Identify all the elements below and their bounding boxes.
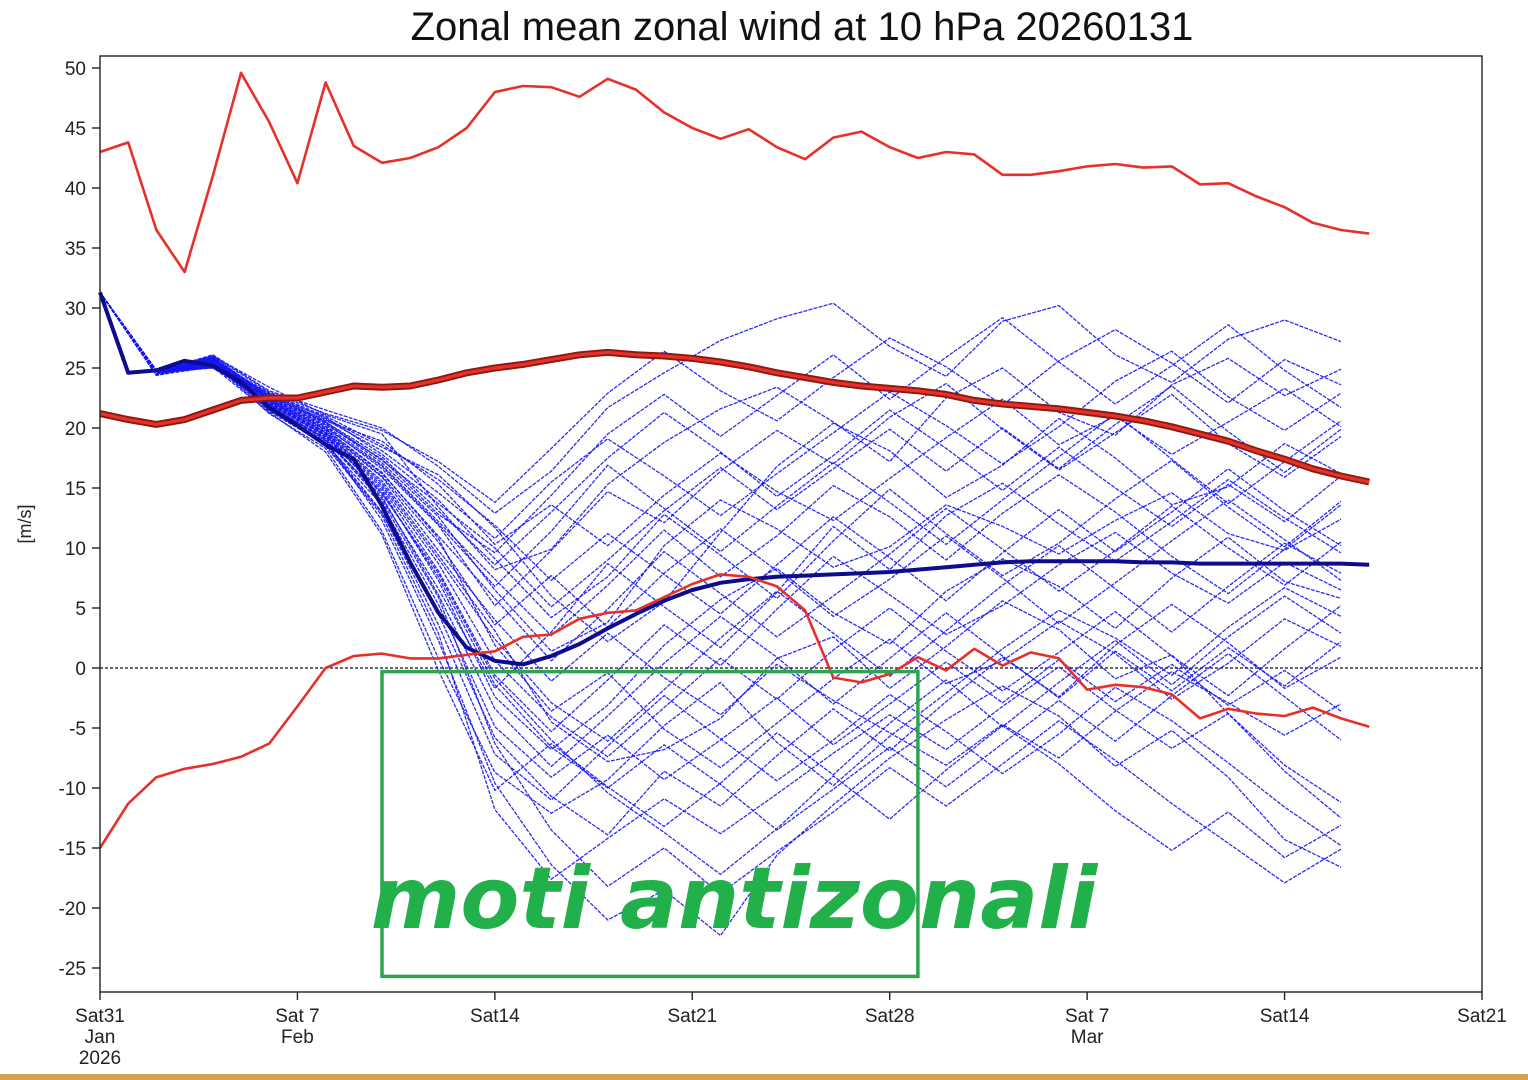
- ensemble-member-line-33: [99, 292, 1342, 895]
- ensemble-member-line-30: [99, 292, 1342, 615]
- y-tick-label: 0: [75, 659, 86, 680]
- y-tick-label: 45: [65, 119, 86, 140]
- ensemble-mean-line: [98, 291, 1370, 667]
- ensemble-member-line-4: [99, 292, 1342, 652]
- x-tick-label: Sat14: [470, 1006, 520, 1027]
- ensemble-member-line-35: [99, 292, 1342, 608]
- ensemble-member-line-18: [99, 292, 1342, 637]
- ensemble-member-line-11: [99, 292, 1342, 619]
- climatology-max-line: [99, 71, 1370, 274]
- ensemble-member-line-23: [99, 292, 1342, 828]
- ensemble-member-line-2: [99, 292, 1342, 571]
- x-tick-label: Jan: [85, 1027, 116, 1048]
- y-tick-label: -15: [59, 839, 86, 860]
- y-tick-label: 20: [65, 419, 86, 440]
- y-tick-label: 10: [65, 539, 86, 560]
- annotation-box: [380, 669, 920, 979]
- ensemble-member-line-22: [99, 292, 1342, 504]
- y-tick-label: 40: [65, 179, 86, 200]
- ensemble-member-line-34: [99, 292, 1342, 662]
- y-tick-label: -10: [59, 779, 86, 800]
- y-axis-label: [m/s]: [15, 505, 35, 544]
- ensemble-member-line-32: [99, 292, 1342, 554]
- x-tick-label: 2026: [79, 1048, 121, 1069]
- ensemble-member-line-27: [99, 292, 1342, 742]
- x-tick-label: Sat28: [865, 1006, 915, 1027]
- x-tick-label: Feb: [281, 1027, 314, 1048]
- y-tick-label: -20: [59, 899, 86, 920]
- y-tick-label: 15: [65, 479, 86, 500]
- x-tick-label: Mar: [1071, 1027, 1104, 1048]
- ensemble-member-line-9: [99, 292, 1342, 514]
- ensemble-member-line-29: [99, 292, 1342, 781]
- climatology-min-line: [98, 573, 1370, 849]
- ensemble-member-line-8: [99, 292, 1342, 814]
- plot-area: [98, 71, 1482, 937]
- ensemble-member-line-19: [99, 292, 1342, 758]
- x-tick-label: Sat21: [1457, 1006, 1507, 1027]
- ensemble-member-line-24: [99, 292, 1342, 628]
- ensemble-member-line-25: [99, 292, 1342, 876]
- y-tick-label: 30: [65, 299, 86, 320]
- y-tick-label: -25: [59, 959, 86, 980]
- bottom-rule: [0, 1074, 1528, 1080]
- ensemble-member-line-31: [99, 292, 1342, 768]
- x-tick-label: Sat 7: [1065, 1006, 1109, 1027]
- annotation-label: moti antizonali: [371, 849, 1099, 949]
- y-tick-label: 25: [65, 359, 86, 380]
- chart-title: Zonal mean zonal wind at 10 hPa 20260131: [411, 5, 1194, 49]
- x-tick-label: Sat 7: [275, 1006, 319, 1027]
- climatology-mean-line: [99, 350, 1370, 484]
- x-tick-label: Sat31: [75, 1006, 125, 1027]
- x-tick-label: Sat21: [667, 1006, 717, 1027]
- y-tick-label: 35: [65, 239, 86, 260]
- ensemble-member-line-20: [99, 292, 1342, 540]
- y-tick-label: -5: [69, 719, 86, 740]
- plot-frame: [99, 55, 1483, 993]
- ensemble-member-line-26: [99, 292, 1342, 588]
- ensemble-member-line-7: [99, 292, 1342, 769]
- ensemble-member-line-36: [99, 292, 1342, 831]
- y-tick-label: 50: [65, 59, 86, 80]
- ensemble-member-line-15: [99, 292, 1342, 690]
- x-tick-label: Sat14: [1260, 1006, 1310, 1027]
- y-tick-label: 5: [75, 599, 86, 620]
